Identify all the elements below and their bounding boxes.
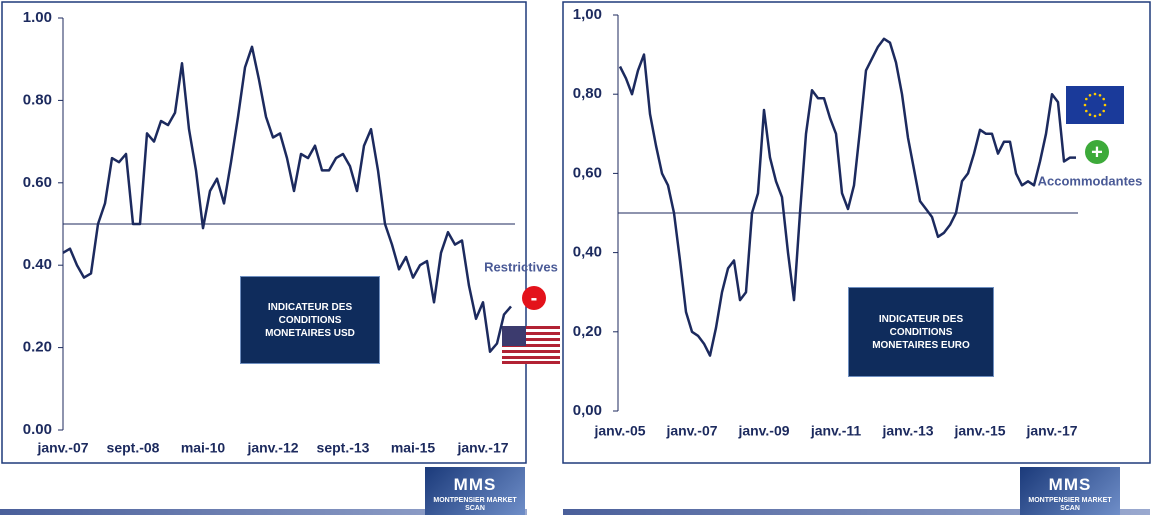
x-tick-label: janv.-07 [36,440,88,456]
logo: MMS MONTPENSIER MARKET SCAN [1020,467,1120,515]
y-tick-label: 0.40 [23,256,52,273]
x-tick-label: janv.-09 [737,423,789,439]
us-flag [502,326,560,364]
annotation-symbol: + [1091,141,1103,163]
x-tick-label: sept.-13 [317,440,370,456]
x-tick-label: janv.-05 [593,423,645,439]
y-tick-label: 0,80 [573,85,602,102]
y-tick-label: 1,00 [573,6,602,23]
y-tick-label: 0,60 [573,164,602,181]
logo-subtitle: MONTPENSIER MARKET SCAN [433,497,517,512]
frame [1,1,527,464]
logo-title: MMS [1048,475,1092,494]
y-tick-label: 1.00 [23,9,52,26]
x-tick-label: sept.-08 [107,440,160,456]
annotation-symbol: - [531,287,538,309]
y-tick-label: 0,20 [573,323,602,340]
x-tick-label: janv.-11 [810,423,862,439]
x-tick-label: mai-15 [391,440,436,456]
chart-title: INDICATEUR DES CONDITIONS MONETAIRES EUR… [848,287,994,377]
y-tick-label: 0.20 [23,339,52,356]
chart-title: INDICATEUR DES CONDITIONS MONETAIRES USD [240,276,380,364]
y-tick-label: 0.60 [23,174,52,191]
x-tick-label: janv.-15 [953,423,1005,439]
footer-strip [563,509,1150,515]
data-line [618,37,1076,357]
annotation-badge [522,286,546,310]
x-tick-label: janv.-07 [665,423,717,439]
logo-subtitle: MONTPENSIER MARKET SCAN [1028,497,1112,512]
annotation: Accommodantes [1038,173,1143,188]
y-tick-label: 0.80 [23,91,52,108]
logo: MMS MONTPENSIER MARKET SCAN [425,467,525,515]
x-tick-label: janv.-13 [881,423,933,439]
x-tick-label: janv.-12 [246,440,298,456]
x-tick-label: janv.-17 [1025,423,1077,439]
data-line [62,45,512,353]
x-tick-label: janv.-17 [456,440,508,456]
annotation-badge [1085,140,1109,164]
annotation: Restrictives [484,259,558,274]
frame [562,1,1151,464]
y-tick-label: 0,00 [573,402,602,419]
eu-flag [1066,86,1124,124]
x-tick-label: mai-10 [181,440,226,456]
logo-title: MMS [453,475,497,494]
y-tick-label: 0.00 [23,421,52,438]
y-tick-label: 0,40 [573,244,602,261]
footer-strip [0,509,527,515]
